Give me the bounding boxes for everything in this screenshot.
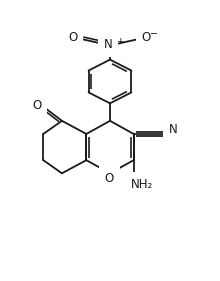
Text: N: N	[103, 38, 112, 51]
Text: −: −	[150, 30, 158, 39]
Text: N: N	[169, 123, 178, 136]
Text: O: O	[68, 31, 77, 44]
Text: +: +	[116, 37, 124, 46]
Text: O: O	[32, 99, 41, 112]
Text: O: O	[105, 172, 114, 185]
Text: O: O	[141, 31, 151, 44]
Text: NH₂: NH₂	[131, 178, 154, 191]
